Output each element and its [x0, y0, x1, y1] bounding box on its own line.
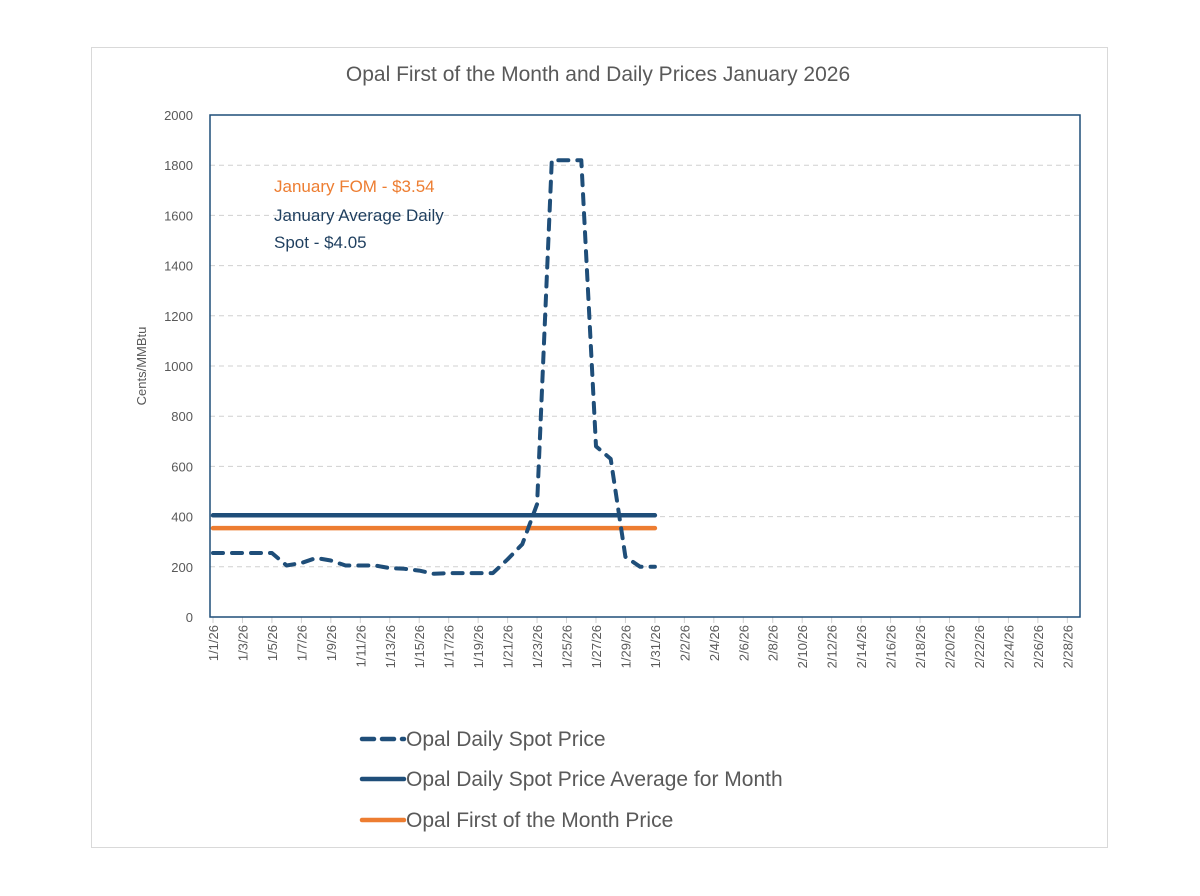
- x-tick-label: 2/4/26: [707, 625, 722, 661]
- x-tick-label: 2/8/26: [766, 625, 781, 661]
- y-tick-label: 2000: [164, 108, 193, 123]
- plot-area-border: [209, 114, 1081, 618]
- x-tick-label: 1/17/26: [442, 625, 457, 668]
- x-tick-label: 2/16/26: [884, 625, 899, 668]
- x-tick-label: 1/29/26: [618, 625, 633, 668]
- x-tick-label: 1/31/26: [648, 625, 663, 668]
- y-tick-label: 600: [171, 459, 193, 474]
- y-tick-label: 1600: [164, 208, 193, 223]
- y-tick-label: 800: [171, 409, 193, 424]
- chart-title: Opal First of the Month and Daily Prices…: [346, 63, 850, 86]
- annotation-fom: January FOM - $3.54: [274, 177, 435, 196]
- x-tick-label: 2/24/26: [1001, 625, 1016, 668]
- annotation-average-line2: Spot - $4.05: [274, 233, 367, 252]
- x-tick-label: 1/3/26: [235, 625, 250, 661]
- x-tick-label: 1/19/26: [471, 625, 486, 668]
- x-tick-label: 2/28/26: [1060, 625, 1075, 668]
- x-tick-label: 2/10/26: [795, 625, 810, 668]
- x-axis-ticks: 1/1/26 1/3/26 1/5/26 1/7/26 1/9/26 1/11/26 1/1…: [206, 617, 1075, 668]
- x-tick-label: 1/11/26: [353, 625, 368, 667]
- x-tick-label: 2/14/26: [854, 625, 869, 668]
- x-tick-label: 1/7/26: [294, 625, 309, 661]
- x-tick-label: 1/13/26: [383, 625, 398, 668]
- x-tick-label: 2/2/26: [677, 625, 692, 661]
- y-tick-label: 0: [186, 610, 193, 625]
- legend-label-average: Opal Daily Spot Price Average for Month: [406, 768, 783, 791]
- series-layer: [210, 158, 658, 576]
- x-tick-label: 2/18/26: [913, 625, 928, 668]
- x-tick-label: 1/23/26: [530, 625, 545, 668]
- x-tick-label: 1/1/26: [206, 625, 221, 661]
- x-tick-label: 2/12/26: [825, 625, 840, 668]
- y-axis-label: Cents/MMBtu: [134, 327, 149, 406]
- y-tick-label: 1200: [164, 309, 193, 324]
- y-tick-label: 1000: [164, 359, 193, 374]
- x-tick-label: 1/25/26: [560, 625, 575, 668]
- x-tick-label: 1/15/26: [412, 625, 427, 668]
- legend-label-fom: Opal First of the Month Price: [406, 809, 673, 832]
- x-tick-label: 2/22/26: [972, 625, 987, 668]
- x-tick-label: 1/27/26: [589, 625, 604, 668]
- y-axis-ticks: 0 200 400 600 800 1000 1200 1400 1600 1800 2000: [164, 108, 193, 625]
- y-tick-label: 400: [171, 510, 193, 525]
- x-tick-label: 1/21/26: [501, 625, 516, 668]
- legend-label-daily-spot: Opal Daily Spot Price: [406, 728, 606, 751]
- y-tick-label: 200: [171, 560, 193, 575]
- y-tick-label: 1400: [164, 259, 193, 274]
- x-tick-label: 2/6/26: [736, 625, 751, 661]
- annotation-average-line1: January Average Daily: [274, 206, 444, 225]
- y-tick-label: 1800: [164, 158, 193, 173]
- series-line-0: [211, 158, 657, 576]
- x-tick-label: 1/9/26: [324, 625, 339, 661]
- x-tick-label: 2/26/26: [1031, 625, 1046, 668]
- x-tick-label: 2/20/26: [943, 625, 958, 668]
- x-tick-label: 1/5/26: [265, 625, 280, 661]
- legend: Opal Daily Spot Price Opal Daily Spot Pr…: [359, 728, 783, 832]
- annotations: January FOM - $3.54 January Average Dail…: [274, 177, 444, 252]
